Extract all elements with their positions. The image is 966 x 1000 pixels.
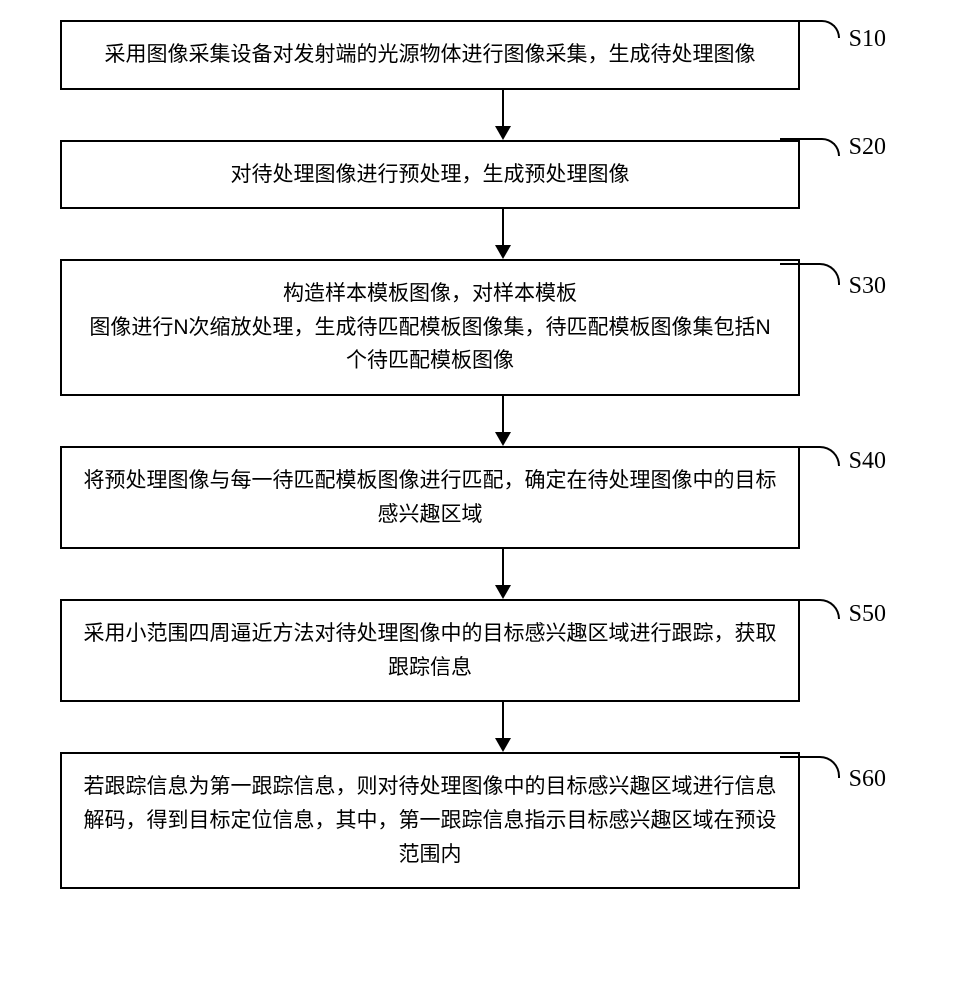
label-connector-s20 [780, 138, 840, 156]
arrow-1 [133, 90, 873, 140]
arrow-2 [133, 209, 873, 259]
step-text: 采用图像采集设备对发射端的光源物体进行图像采集，生成待处理图像 [105, 43, 756, 66]
arrow-line [502, 549, 504, 585]
step-box-s10: 采用图像采集设备对发射端的光源物体进行图像采集，生成待处理图像 [60, 20, 800, 90]
arrow-head-icon [495, 585, 511, 599]
arrow-3 [133, 396, 873, 446]
label-connector-s40 [780, 446, 840, 466]
step-row-1: 采用图像采集设备对发射端的光源物体进行图像采集，生成待处理图像 S10 [20, 20, 946, 90]
label-connector-s50 [780, 599, 840, 619]
arrow-line [502, 209, 504, 245]
label-connector-s60 [780, 756, 840, 778]
step-text: 对待处理图像进行预处理，生成预处理图像 [231, 163, 630, 186]
flowchart-container: 采用图像采集设备对发射端的光源物体进行图像采集，生成待处理图像 S10 对待处理… [20, 20, 946, 889]
step-label-s10: S10 [849, 26, 886, 53]
step-box-s60: 若跟踪信息为第一跟踪信息，则对待处理图像中的目标感兴趣区域进行信息解码，得到目标… [60, 752, 800, 889]
step-box-s50: 采用小范围四周逼近方法对待处理图像中的目标感兴趣区域进行跟踪，获取跟踪信息 [60, 599, 800, 702]
arrow-4 [133, 549, 873, 599]
step-label-s60: S60 [849, 766, 886, 793]
step-label-s50: S50 [849, 601, 886, 628]
arrow-head-icon [495, 126, 511, 140]
step-label-s40: S40 [849, 448, 886, 475]
step-text: 将预处理图像与每一待匹配模板图像进行匹配，确定在待处理图像中的目标感兴趣区域 [84, 469, 777, 526]
arrow-head-icon [495, 245, 511, 259]
arrow-line [502, 90, 504, 126]
step-row-4: 将预处理图像与每一待匹配模板图像进行匹配，确定在待处理图像中的目标感兴趣区域 S… [20, 446, 946, 549]
step-label-s20: S20 [849, 134, 886, 161]
label-connector-s30 [780, 263, 840, 285]
step-row-3: 构造样本模板图像，对样本模板图像进行N次缩放处理，生成待匹配模板图像集，待匹配模… [20, 259, 946, 396]
label-connector-s10 [780, 20, 840, 38]
arrow-head-icon [495, 432, 511, 446]
arrow-head-icon [495, 738, 511, 752]
step-text: 采用小范围四周逼近方法对待处理图像中的目标感兴趣区域进行跟踪，获取跟踪信息 [84, 622, 777, 679]
arrow-line [502, 702, 504, 738]
step-label-s30: S30 [849, 273, 886, 300]
step-box-s20: 对待处理图像进行预处理，生成预处理图像 [60, 140, 800, 210]
step-text: 若跟踪信息为第一跟踪信息，则对待处理图像中的目标感兴趣区域进行信息解码，得到目标… [84, 775, 777, 865]
step-box-s40: 将预处理图像与每一待匹配模板图像进行匹配，确定在待处理图像中的目标感兴趣区域 [60, 446, 800, 549]
step-row-6: 若跟踪信息为第一跟踪信息，则对待处理图像中的目标感兴趣区域进行信息解码，得到目标… [20, 752, 946, 889]
step-box-s30: 构造样本模板图像，对样本模板图像进行N次缩放处理，生成待匹配模板图像集，待匹配模… [60, 259, 800, 396]
arrow-line [502, 396, 504, 432]
step-row-5: 采用小范围四周逼近方法对待处理图像中的目标感兴趣区域进行跟踪，获取跟踪信息 S5… [20, 599, 946, 702]
step-text: 构造样本模板图像，对样本模板图像进行N次缩放处理，生成待匹配模板图像集，待匹配模… [89, 282, 770, 372]
arrow-5 [133, 702, 873, 752]
step-row-2: 对待处理图像进行预处理，生成预处理图像 S20 [20, 140, 946, 210]
